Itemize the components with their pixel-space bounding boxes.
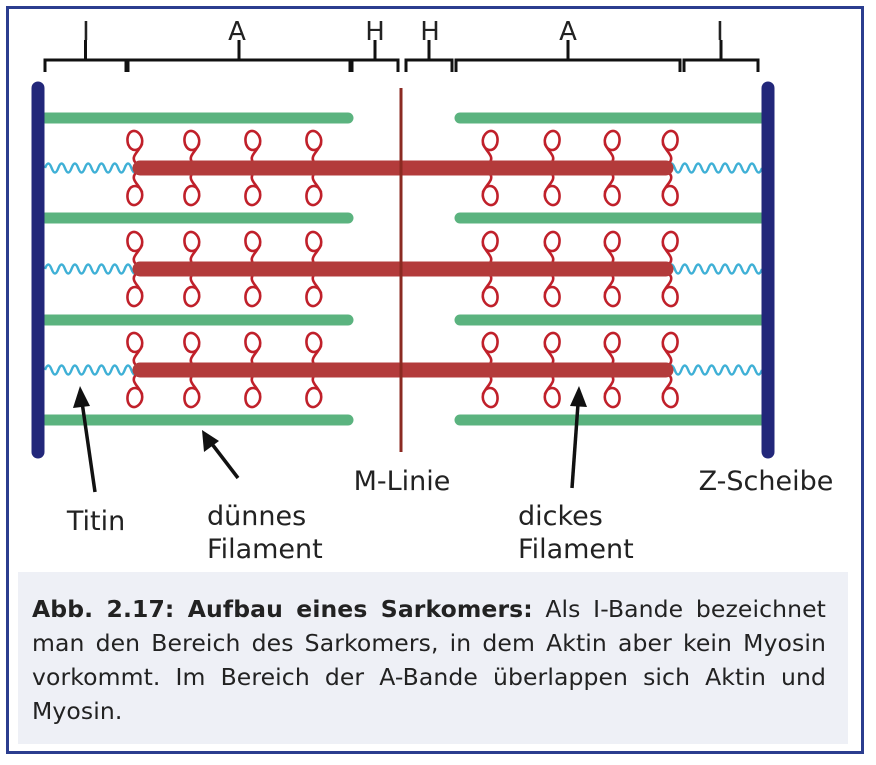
myosin-head-36	[244, 331, 262, 366]
band-bracket-3	[404, 40, 454, 72]
myosin-head-6	[305, 129, 323, 164]
thick-filament-label-line1: dickes	[518, 501, 603, 532]
myosin-head-29	[603, 273, 621, 308]
myosin-head-20	[244, 230, 262, 265]
thin-filament-arrow	[202, 430, 240, 480]
myosin-head-33	[126, 374, 144, 409]
myosin-head-21	[244, 273, 262, 308]
myosin-head-32	[126, 331, 144, 366]
myosin-head-31	[661, 273, 679, 308]
myosin-head-2	[183, 129, 201, 164]
myosin-head-45	[603, 374, 621, 409]
band-bracket-0	[43, 40, 128, 72]
thick-filament-arrow	[570, 386, 587, 489]
myosin-head-24	[481, 230, 499, 265]
myosin-heads	[126, 129, 679, 409]
caption-title: Abb. 2.17: Aufbau eines Sarkomers:	[32, 595, 533, 623]
myosin-head-38	[305, 331, 323, 366]
myosin-head-16	[126, 230, 144, 265]
titin-right-0	[666, 162, 764, 174]
thick-filament-label-line2: Filament	[518, 534, 634, 565]
myosin-head-44	[603, 331, 621, 366]
band-bracket-4	[454, 40, 682, 72]
myosin-head-46	[661, 331, 679, 366]
myosin-head-47	[661, 374, 679, 409]
myosin-head-23	[305, 273, 323, 308]
myosin-head-12	[603, 129, 621, 164]
myosin-head-7	[305, 172, 323, 207]
band-label-i-right: I	[716, 17, 724, 47]
band-label-h-right: H	[420, 17, 440, 47]
titin-left-0	[43, 162, 140, 174]
myosin-head-35	[183, 374, 201, 409]
band-bracket-5	[682, 40, 760, 72]
myosin-head-0	[126, 129, 144, 164]
myosin-head-40	[481, 331, 499, 366]
titin-left-1	[43, 263, 140, 275]
myosin-head-30	[661, 230, 679, 265]
myosin-head-28	[603, 230, 621, 265]
caption-text: Als I-Bande bezeichnet man den Bereich d…	[32, 595, 826, 725]
myosin-head-4	[244, 129, 262, 164]
m-line-label: M-Linie	[354, 466, 451, 497]
myosin-head-39	[305, 374, 323, 409]
titin-right-1	[666, 263, 764, 275]
myosin-head-26	[543, 230, 561, 265]
thin-filaments	[39, 112, 769, 426]
thick-filaments	[132, 160, 674, 378]
myosin-head-11	[543, 172, 561, 207]
myosin-head-13	[603, 172, 621, 207]
myosin-head-5	[244, 172, 262, 207]
band-brackets	[43, 40, 760, 72]
titin-springs	[43, 162, 764, 376]
myosin-head-8	[481, 129, 499, 164]
myosin-head-22	[305, 230, 323, 265]
myosin-head-1	[126, 172, 144, 207]
myosin-head-25	[481, 273, 499, 308]
titin-left-2	[43, 364, 140, 376]
myosin-head-15	[661, 172, 679, 207]
titin-label: Titin	[66, 506, 125, 537]
myosin-head-3	[183, 172, 201, 207]
thin-filament-label-line1: dünnes	[207, 501, 306, 532]
myosin-head-34	[183, 331, 201, 366]
myosin-head-10	[543, 129, 561, 164]
myosin-head-17	[126, 273, 144, 308]
myosin-head-43	[543, 374, 561, 409]
sarcomere-diagram: I A H H A I M-Linie Z-Scheibe Titin dünn…	[31, 17, 834, 565]
titin-arrow	[73, 386, 97, 493]
band-label-h-left: H	[365, 17, 385, 47]
band-label-a-left: A	[228, 17, 246, 47]
thin-filament-label-line2: Filament	[207, 534, 323, 565]
band-bracket-1	[126, 40, 352, 72]
myosin-head-14	[661, 129, 679, 164]
band-label-a-right: A	[559, 17, 577, 47]
z-disc-label: Z-Scheibe	[699, 466, 834, 497]
myosin-head-37	[244, 374, 262, 409]
myosin-head-41	[481, 374, 499, 409]
myosin-head-9	[481, 172, 499, 207]
band-label-i-left: I	[82, 17, 90, 47]
band-bracket-2	[350, 40, 400, 72]
myosin-head-27	[543, 273, 561, 308]
myosin-head-19	[183, 273, 201, 308]
titin-right-2	[666, 364, 764, 376]
figure-caption: Abb. 2.17: Aufbau eines Sarkomers: Als I…	[18, 572, 848, 744]
myosin-head-42	[543, 331, 561, 366]
myosin-head-18	[183, 230, 201, 265]
